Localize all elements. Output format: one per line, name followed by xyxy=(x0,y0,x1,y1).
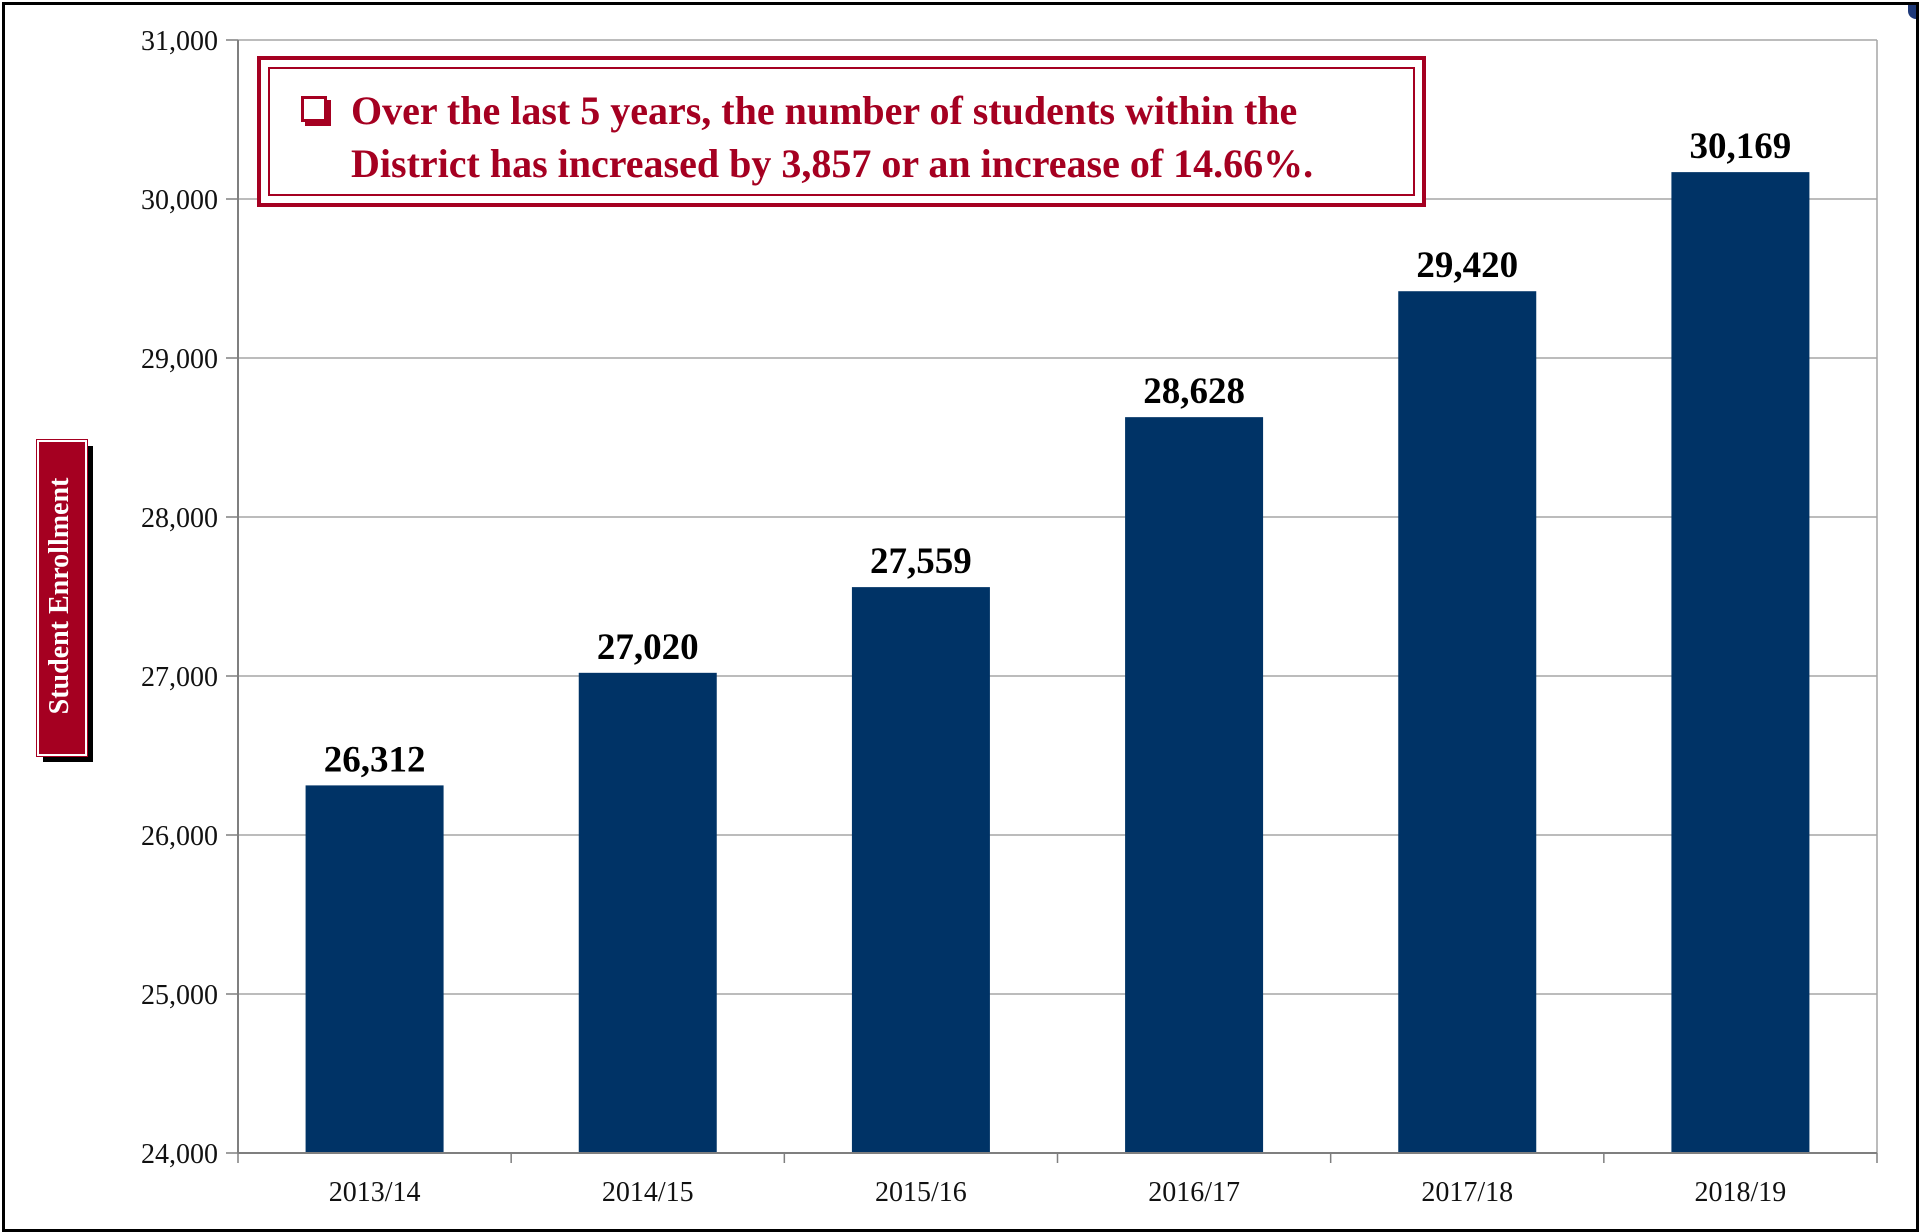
x-tick-label: 2017/18 xyxy=(1421,1177,1513,1208)
y-tick-label: 31,000 xyxy=(141,26,218,57)
data-label: 27,559 xyxy=(870,541,972,582)
y-tick-label: 30,000 xyxy=(141,185,218,216)
corner-mark xyxy=(1908,5,1916,19)
y-axis-label: Student Enrollment xyxy=(44,477,75,715)
summary-callout: Over the last 5 years, the number of stu… xyxy=(257,56,1426,207)
y-axis-label-badge xyxy=(36,439,88,757)
data-label: 26,312 xyxy=(324,739,426,780)
bar xyxy=(1398,291,1537,1154)
y-tick-label: 29,000 xyxy=(141,344,218,375)
bar xyxy=(1671,172,1810,1153)
data-label: 29,420 xyxy=(1416,245,1518,286)
checkbox-bullet-icon xyxy=(301,96,327,122)
bar xyxy=(305,785,444,1153)
callout-line-1: Over the last 5 years, the number of stu… xyxy=(351,88,1298,133)
callout-line-2: District has increased by 3,857 or an in… xyxy=(351,141,1314,186)
labels: 24,000 25,000 26,000 27,000 28,000 29,000 30,0… xyxy=(141,26,1791,1208)
y-tick-label: 26,000 xyxy=(141,821,218,852)
data-label: 27,020 xyxy=(597,627,699,668)
x-tick-label: 2016/17 xyxy=(1148,1177,1240,1208)
x-tick-label: 2014/15 xyxy=(602,1177,694,1208)
bar xyxy=(578,672,717,1153)
x-tick-label: 2018/19 xyxy=(1695,1177,1787,1208)
y-tick-label: 27,000 xyxy=(141,662,218,693)
data-label: 28,628 xyxy=(1143,371,1245,412)
y-tick-label: 24,000 xyxy=(141,1139,218,1170)
bars xyxy=(305,172,1810,1154)
callout-text: Over the last 5 years, the number of stu… xyxy=(351,84,1411,190)
y-tick-label: 25,000 xyxy=(141,980,218,1011)
axes xyxy=(226,39,1878,1163)
data-label: 30,169 xyxy=(1690,126,1792,167)
x-tick-label: 2015/16 xyxy=(875,1177,967,1208)
x-tick-label: 2013/14 xyxy=(329,1177,421,1208)
bar xyxy=(1125,417,1264,1153)
bar xyxy=(851,587,990,1153)
callout-inner-border xyxy=(268,67,1415,196)
y-tick-label: 28,000 xyxy=(141,503,218,534)
